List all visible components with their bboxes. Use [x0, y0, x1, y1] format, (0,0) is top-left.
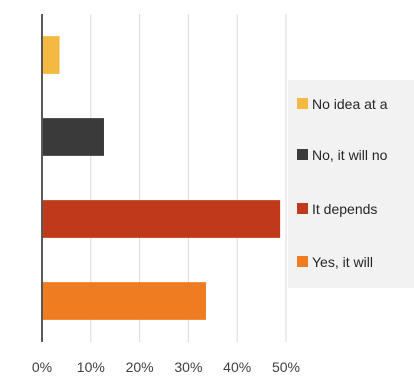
- legend-swatch: [297, 149, 308, 160]
- x-tick-labels: 0% 10% 20% 30% 40% 50%: [32, 359, 300, 375]
- legend-swatch: [297, 98, 308, 109]
- x-tick-label: 10%: [77, 359, 105, 375]
- legend-label: It depends: [312, 201, 377, 217]
- x-tick-label: 40%: [223, 359, 251, 375]
- legend: No idea at a No, it will no It depends Yes,…: [288, 80, 414, 288]
- legend-label: No, it will no: [312, 147, 388, 163]
- x-tick-label: 20%: [126, 359, 154, 375]
- legend-swatch: [297, 203, 308, 214]
- x-tick-label: 50%: [272, 359, 300, 375]
- x-tick-label: 0%: [32, 359, 52, 375]
- legend-background: [288, 80, 414, 288]
- bar-no-it-will-not: [42, 118, 104, 156]
- legend-swatch: [297, 256, 308, 267]
- legend-label: Yes, it will: [312, 254, 373, 270]
- legend-label: No idea at a: [312, 96, 388, 112]
- bars: [42, 36, 281, 320]
- bar-it-depends: [42, 200, 281, 238]
- x-tick-label: 30%: [174, 359, 202, 375]
- bar-yes-it-will: [42, 282, 206, 320]
- bar-no-idea-at-all: [42, 36, 60, 74]
